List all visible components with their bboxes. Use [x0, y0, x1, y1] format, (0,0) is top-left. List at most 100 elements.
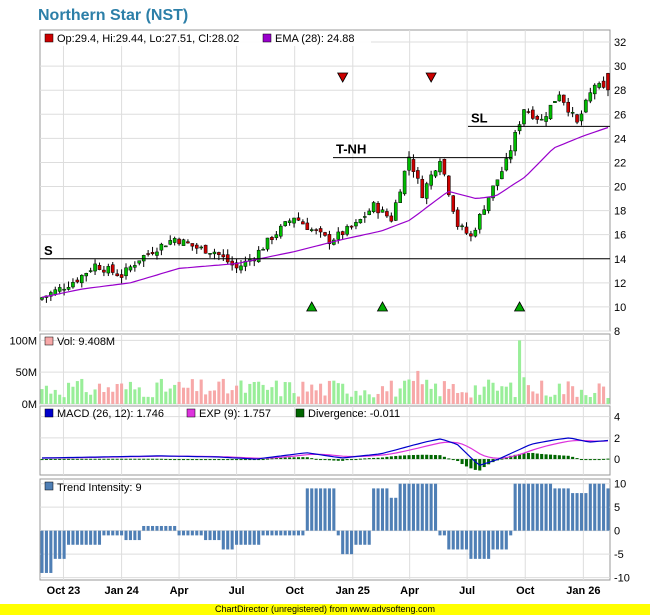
divergence-bar [456, 459, 460, 462]
trend-bar [526, 483, 530, 531]
candle-body [526, 111, 531, 113]
volume-bar [212, 390, 216, 404]
x-tick-label: Oct [286, 585, 305, 597]
volume-bar [571, 386, 575, 404]
trend-bar [133, 530, 137, 541]
volume-bar [84, 392, 88, 404]
divergence-bar [522, 453, 526, 460]
volume-bar [376, 393, 380, 404]
candle-body [345, 226, 349, 235]
divergence-bar [341, 459, 345, 461]
divergence-bar [579, 459, 584, 461]
candle-body [508, 150, 513, 160]
divergence-bar [296, 457, 301, 460]
candle-body [57, 287, 62, 292]
divergence-bar [177, 459, 181, 461]
volume-bar [230, 390, 234, 404]
x-tick-labels: Oct 23 Jan 24 Apr Jul Oct Jan 25 Apr Jul Oct Jan … [47, 585, 601, 597]
divergence-bar [447, 458, 451, 460]
volume-bar [155, 382, 159, 404]
volume-bar [327, 380, 331, 404]
volume-bar [403, 380, 407, 404]
candle-body [155, 251, 159, 256]
volume-bar [575, 396, 579, 404]
divergence-bar [389, 456, 393, 460]
divergence-bar [518, 454, 522, 460]
trend-bar [190, 530, 194, 536]
divergence-bar [593, 459, 597, 461]
candle-body [517, 124, 522, 132]
divergence-bar [385, 456, 389, 460]
candle-body [469, 233, 473, 237]
volume-bar [323, 395, 327, 404]
candle-body [597, 83, 601, 88]
divergence-bar [606, 458, 610, 460]
buy-signal-marker [513, 301, 526, 312]
volume-bar [128, 381, 132, 404]
y-tick-label: 4 [614, 412, 620, 424]
volume-bar [420, 384, 424, 404]
chart-title: Northern Star (NST) [38, 7, 188, 24]
volume-bar [133, 389, 137, 404]
divergence-bar [425, 454, 429, 460]
volume-bar [588, 397, 592, 404]
divergence-bar [106, 458, 110, 460]
candle-body [327, 234, 332, 245]
volume-bar [389, 380, 393, 404]
trend-bar [460, 530, 464, 550]
candle-body [340, 231, 345, 236]
candle-body [460, 225, 464, 228]
candle-body [137, 260, 142, 264]
trend-bar [177, 530, 181, 536]
y-tick-label: 0 [614, 454, 620, 466]
candle-body [194, 244, 199, 249]
divergence-bar [376, 457, 380, 460]
exp-legend: EXP (9): 1.757 [199, 408, 271, 420]
volume-bar [97, 383, 102, 404]
candle-body [93, 263, 97, 272]
trend-bar [540, 483, 544, 531]
target-label: T-NH [336, 142, 366, 157]
divergence-bar [301, 457, 305, 460]
divergence-bar [181, 459, 186, 461]
candle-body [500, 171, 504, 180]
volume-bar [407, 379, 411, 404]
trend-bar [566, 488, 570, 531]
volume-bar [235, 385, 239, 404]
volume-bar [451, 384, 455, 404]
volume-bar [265, 389, 270, 404]
divergence-bar [133, 458, 137, 460]
y-tick-label: 12 [614, 278, 626, 290]
candle-body [424, 183, 429, 199]
volume-bar [248, 383, 252, 404]
trend-bar [58, 530, 62, 559]
candle-body [141, 255, 146, 262]
divergence-bar [190, 459, 194, 461]
divergence-bar [195, 459, 199, 461]
divergence-bar [588, 459, 592, 461]
divergence-bar [398, 455, 402, 460]
divergence-bar [367, 458, 371, 460]
divergence-bar [429, 454, 433, 460]
volume-bar [553, 394, 557, 404]
volume-bar [159, 378, 163, 404]
macd-legend: MACD (26, 12): 1.746 [57, 408, 164, 420]
volume-bar [151, 397, 155, 404]
sell-signal-marker [337, 72, 349, 83]
divergence-bar [411, 454, 415, 460]
y-tick-label: 10 [614, 479, 626, 491]
candle-body [579, 113, 584, 122]
volume-bar [442, 381, 446, 404]
candle-body [539, 118, 544, 121]
divergence-bar [151, 458, 155, 460]
candle-body [234, 262, 239, 269]
divergence-bar [146, 458, 150, 460]
trend-bar [181, 530, 186, 536]
candle-body [84, 273, 89, 277]
x-tick-label: Apr [400, 585, 420, 597]
divergence-bar [279, 457, 283, 460]
divergence-bar [243, 459, 247, 461]
divergence-bar [434, 455, 438, 460]
divergence-bar [159, 458, 163, 460]
divergence-bar [345, 459, 349, 461]
